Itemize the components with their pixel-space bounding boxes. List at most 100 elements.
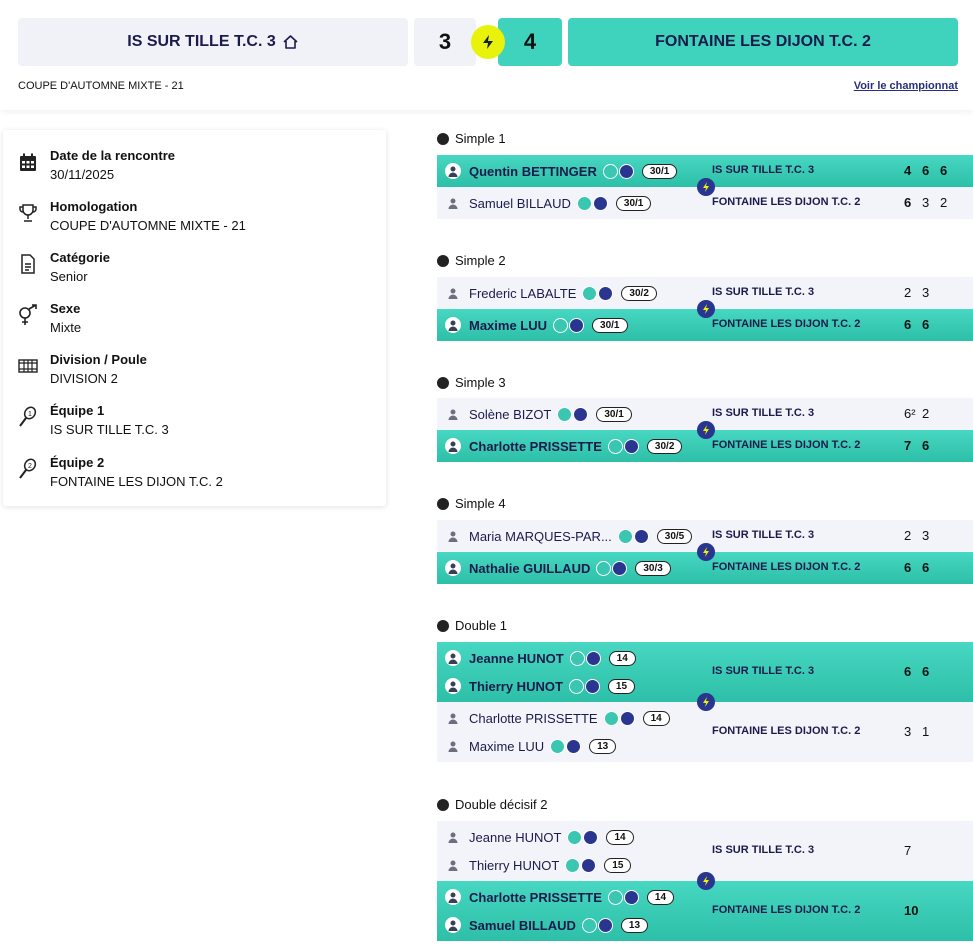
player-name[interactable]: Solène BIZOT [469,406,552,422]
player: Jeanne HUNOT 14 [445,827,634,847]
tennis-badge-icon [553,317,569,333]
set-score: 6 [922,438,930,453]
user-icon [445,889,461,905]
match-title-text: Simple 2 [455,253,506,268]
match-title: Simple 3 [437,375,506,390]
home-team-box[interactable]: IS SUR TILLE T.C. 3 [18,18,408,66]
match-row-away[interactable]: Samuel BILLAUD 30/1 FONTAINE LES DIJON T.C… [437,187,973,219]
player-rank: 30/1 [641,163,678,179]
player-name[interactable]: Samuel BILLAUD [469,195,571,211]
player-name[interactable]: Jeanne HUNOT [469,829,562,845]
info-label: Sexe [50,301,81,316]
away-team-name: FONTAINE LES DIJON T.C. 2 [655,33,871,50]
set-score: 6² [904,406,916,421]
user-icon [445,710,461,726]
player-name[interactable]: Samuel BILLAUD [469,917,576,933]
user-icon [445,650,461,666]
ranking-badge-icon [623,889,639,905]
ranking-badge-icon [619,710,635,726]
match-row-home[interactable]: Frederic LABALTE 30/2 IS SUR TILLE T.C. 3 2… [437,277,973,309]
match-row-away[interactable]: Charlotte PRISSETTE 14 Samuel BILLAUD 13 FON… [437,881,973,941]
document-icon [17,253,39,275]
team-name: IS SUR TILLE T.C. 3 [712,665,815,677]
tennis-ball-icon [437,254,449,267]
player-rank: 30/2 [646,438,683,454]
tennis-badge-icon [603,710,619,726]
set-score: 6 [904,664,912,679]
info-label: Homologation [50,199,138,214]
match-title-text: Simple 4 [455,496,506,511]
tennis-badge-icon [550,738,566,754]
player: Maxime LUU 13 [445,736,617,756]
player-name[interactable]: Maxime LUU [469,738,545,754]
player-name[interactable]: Thierry HUNOT [469,857,560,873]
player-rank: 15 [604,857,632,873]
tennis-ball-icon [437,798,449,811]
player-name[interactable]: Nathalie GUILLAUD [469,560,591,576]
info-item-team-1: 1 Équipe 1 IS SUR TILLE T.C. 3 [17,403,169,438]
player: Nathalie GUILLAUD 30/3 [445,558,671,578]
player-name[interactable]: Frederic LABALTE [469,285,577,301]
match-row-home[interactable]: Jeanne HUNOT 14 Thierry HUNOT 15 IS SUR TILL… [437,642,973,702]
bolt-icon [697,872,715,890]
player: Frederic LABALTE 30/2 [445,283,657,303]
user-icon [445,163,461,179]
ranking-badge-icon [569,317,585,333]
player-rank: 13 [620,917,649,933]
user-icon [445,528,461,544]
match-row-away[interactable]: Charlotte PRISSETTE 14 Maxime LUU 13 FONTAIN… [437,702,973,762]
info-value: COUPE D'AUTOMNE MIXTE - 21 [50,218,246,233]
match-info-card: Date de la rencontre 30/11/2025 Homologat… [3,130,386,506]
player: Thierry HUNOT 15 [445,676,636,696]
match-row-home[interactable]: Quentin BETTINGER 30/1 IS SUR TILLE T.C. 3… [437,155,973,187]
info-label: Date de la rencontre [50,148,175,163]
away-team-box[interactable]: FONTAINE LES DIJON T.C. 2 [568,18,958,66]
player-name[interactable]: Charlotte PRISSETTE [469,889,602,905]
player-name[interactable]: Charlotte PRISSETTE [469,438,602,454]
tennis-badge-icon [568,678,584,694]
match-header: IS SUR TILLE T.C. 3 3 4 FONTAINE LES DIJ… [0,0,973,110]
match-title: Double décisif 2 [437,797,548,812]
ranking-badge-icon [612,560,628,576]
user-icon [445,738,461,754]
tennis-badge-icon [569,650,585,666]
trophy-icon [17,202,39,224]
player-name[interactable]: Charlotte PRISSETTE [469,710,598,726]
set-score: 3 [922,195,930,210]
tennis-badge-icon [557,406,573,422]
user-icon [445,317,461,333]
player-rank: 13 [589,738,617,754]
tennis-badge-icon [581,917,597,933]
team-name: FONTAINE LES DIJON T.C. 2 [712,196,861,208]
player-name[interactable]: Jeanne HUNOT [469,650,564,666]
ranking-badge-icon [623,438,639,454]
player-rank: 30/3 [635,560,671,576]
info-label: Équipe 2 [50,455,105,470]
match-row-home[interactable]: Jeanne HUNOT 14 Thierry HUNOT 15 IS SUR TILL… [437,821,973,881]
team-name: FONTAINE LES DIJON T.C. 2 [712,439,861,451]
championship-link[interactable]: Voir le championnat [853,80,958,92]
player-name[interactable]: Thierry HUNOT [469,678,563,694]
team-name: IS SUR TILLE T.C. 3 [712,529,815,541]
bolt-icon [697,178,715,196]
player-name[interactable]: Maria MARQUES-PAR... [469,528,612,544]
racket-2-icon: 2 [17,458,39,480]
home-icon [282,34,299,50]
racket-1-icon: 1 [17,406,39,428]
bolt-icon [697,421,715,439]
player-rank: 30/1 [596,406,632,422]
ranking-badge-icon [583,829,599,845]
player-name[interactable]: Quentin BETTINGER [469,163,597,179]
match-row-away[interactable]: Nathalie GUILLAUD 30/3 FONTAINE LES DIJON … [437,552,973,584]
set-score: 6 [922,664,930,679]
team-name: IS SUR TILLE T.C. 3 [712,286,815,298]
info-item-team-2: 2 Équipe 2 FONTAINE LES DIJON T.C. 2 [17,455,223,490]
tennis-badge-icon [607,889,623,905]
set-score: 4 [904,163,912,178]
match-title-text: Double décisif 2 [455,797,548,812]
player-name[interactable]: Maxime LUU [469,317,548,333]
